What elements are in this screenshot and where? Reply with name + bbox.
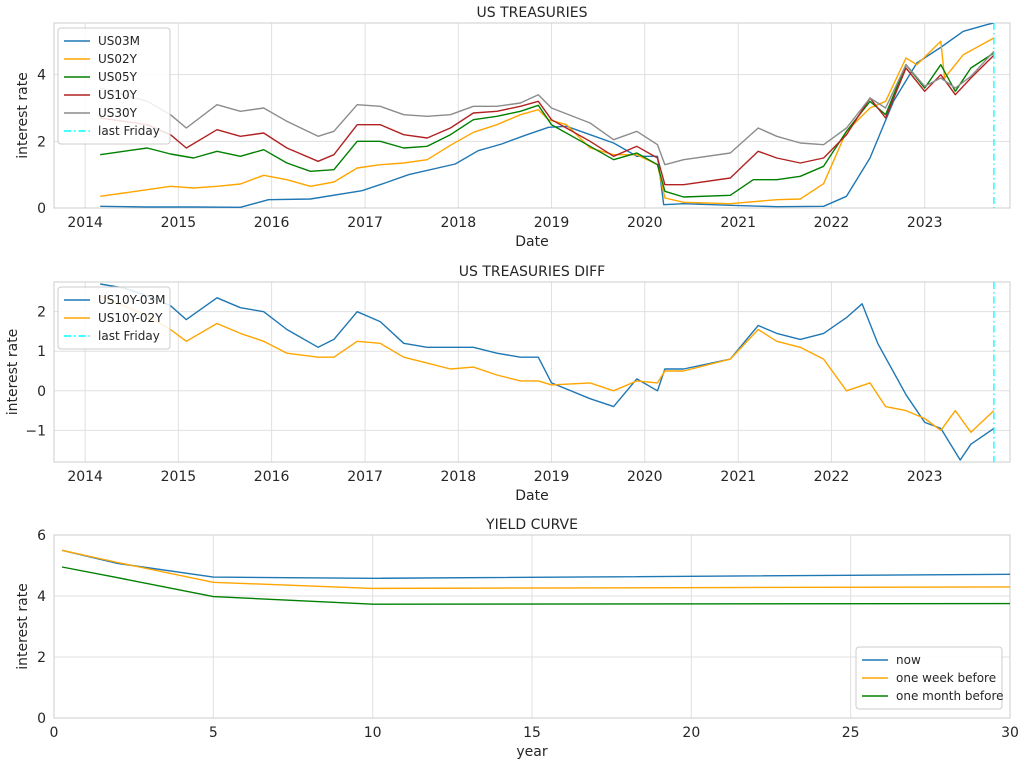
y-tick-label: 4 <box>37 589 46 605</box>
x-tick-label: 25 <box>842 725 860 741</box>
legend-label: US30Y <box>98 106 138 120</box>
series-line-us30y <box>100 50 995 166</box>
plot-frame <box>53 22 1011 209</box>
plot-frame <box>53 534 1011 719</box>
y-tick-label: 2 <box>37 650 46 666</box>
legend-label: US03M <box>98 34 140 48</box>
x-tick-label: 2019 <box>534 215 570 231</box>
legend-box <box>57 27 171 145</box>
legend-label: US10Y-02Y <box>98 311 163 325</box>
x-tick-label: 2016 <box>254 469 290 485</box>
y-axis-label: interest rate <box>5 329 21 416</box>
x-tick-label: 2017 <box>347 215 383 231</box>
legend-label: US10Y <box>98 88 138 102</box>
x-tick-label: 2023 <box>907 215 943 231</box>
x-tick-label: 2018 <box>440 469 476 485</box>
series-line-us03m <box>100 23 995 208</box>
y-tick-label: 0 <box>37 711 46 727</box>
x-tick-label: 30 <box>1001 725 1019 741</box>
x-tick-label: 2023 <box>907 469 943 485</box>
x-tick-label: 2021 <box>720 215 756 231</box>
x-tick-label: 2019 <box>534 469 570 485</box>
legend-box <box>57 286 171 350</box>
legend-label: last Friday <box>98 329 160 343</box>
y-tick-label: 0 <box>37 384 46 400</box>
series-line-us10y-03m <box>100 283 995 461</box>
x-tick-label: 2021 <box>720 469 756 485</box>
x-tick-label: 2016 <box>254 215 290 231</box>
x-tick-label: 2020 <box>627 469 663 485</box>
legend-label: US10Y-03M <box>98 293 166 307</box>
chart-title: US TREASURIES DIFF <box>459 264 605 280</box>
legend: now one week before one month before <box>855 646 1004 710</box>
y-tick-label: 4 <box>37 68 46 84</box>
x-tick-label: 2015 <box>161 215 197 231</box>
x-tick-label: 2020 <box>627 215 663 231</box>
x-tick-label: 20 <box>682 725 700 741</box>
x-axis-label: Date <box>515 488 548 504</box>
legend-label: one month before <box>896 689 1004 703</box>
y-axis-label: interest rate <box>15 583 31 670</box>
x-axis-label: Date <box>515 234 548 250</box>
plot-frame <box>53 281 1011 463</box>
x-tick-label: 2014 <box>67 469 103 485</box>
chart-title: YIELD CURVE <box>485 517 578 533</box>
x-tick-label: 2018 <box>440 215 476 231</box>
series-line-one-month-before <box>61 566 1010 605</box>
legend-label: US05Y <box>98 70 138 84</box>
grid <box>54 282 1010 462</box>
x-tick-label: 2022 <box>814 469 850 485</box>
legend-label: last Friday <box>98 124 160 138</box>
series-line-us02y <box>100 37 995 205</box>
x-tick-label: 0 <box>50 725 59 741</box>
legend: US03M US02Y US05Y US10Y US30Y last Friday <box>57 27 171 145</box>
chart-title: US TREASURIES <box>476 5 587 21</box>
y-tick-label: −1 <box>25 423 46 439</box>
series-line-us10y <box>100 54 995 186</box>
y-tick-label: 1 <box>37 344 46 360</box>
legend-label: US02Y <box>98 52 138 66</box>
x-tick-label: 10 <box>364 725 382 741</box>
legend: US10Y-03M US10Y-02Y last Friday <box>57 286 171 350</box>
series-line-us10y-02y <box>99 295 995 433</box>
x-axis-label: year <box>516 744 547 760</box>
x-tick-label: 2017 <box>347 469 383 485</box>
x-tick-label: 5 <box>209 725 218 741</box>
y-tick-label: 6 <box>37 528 46 544</box>
x-tick-label: 2014 <box>67 215 103 231</box>
x-tick-label: 2022 <box>814 215 850 231</box>
chart-panel-3: 0 5 10 15 20 25 30 0 2 4 6 YIELD CURVE year interest … <box>15 517 1019 760</box>
chart-panel-1: 2014 2015 2016 2017 2018 2019 2020 2021 2022 2023… <box>15 5 1011 250</box>
y-tick-label: 0 <box>37 201 46 217</box>
y-tick-label: 2 <box>37 305 46 321</box>
x-tick-label: 2015 <box>161 469 197 485</box>
series-line-one-week-before <box>61 549 1010 590</box>
grid <box>54 23 1010 209</box>
chart-panel-2: 2014 2015 2016 2017 2018 2019 2020 2021 2022 2023… <box>5 264 1011 504</box>
legend-label: one week before <box>896 671 996 685</box>
legend-box <box>855 646 1003 710</box>
y-axis-label: interest rate <box>15 72 31 159</box>
y-tick-label: 2 <box>37 134 46 150</box>
series-line-now <box>61 549 1010 579</box>
legend-label: now <box>896 653 921 667</box>
x-tick-label: 15 <box>523 725 541 741</box>
